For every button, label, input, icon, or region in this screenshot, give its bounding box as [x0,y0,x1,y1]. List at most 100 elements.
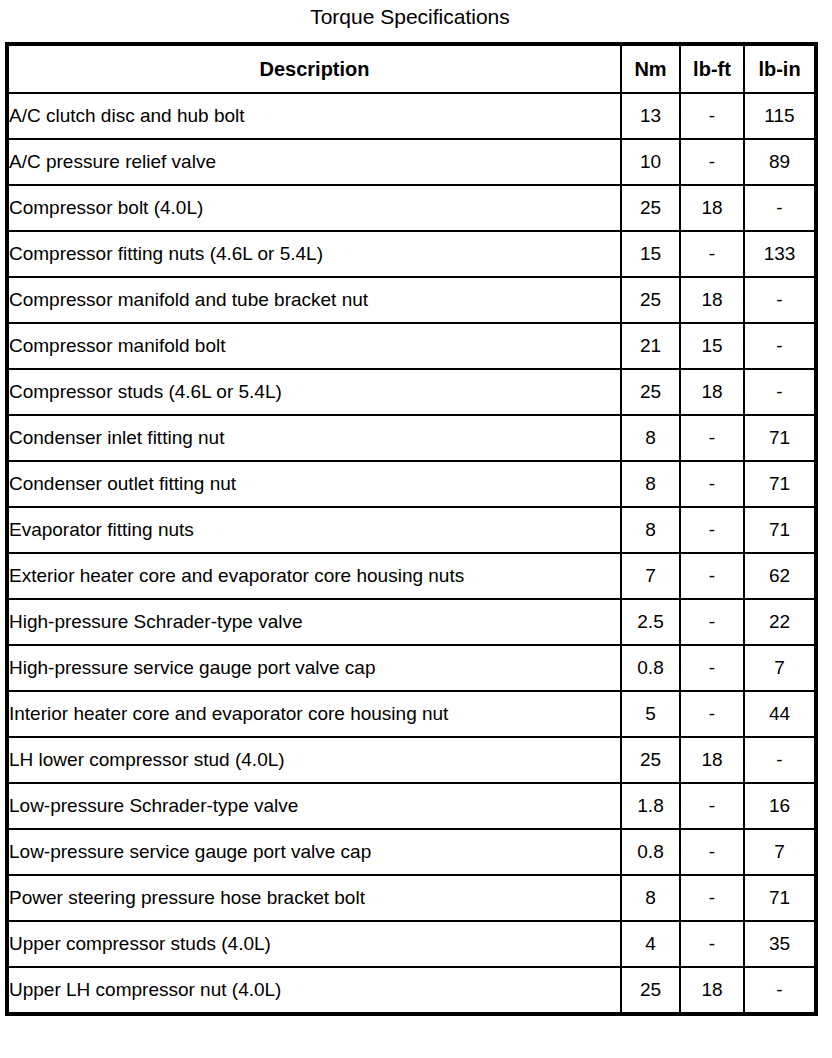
table-row: High-pressure Schrader-type valve2.5-22 [7,599,816,645]
table-row: A/C clutch disc and hub bolt13-115 [7,93,816,139]
cell-lb-ft: - [680,599,744,645]
cell-lb-in: - [744,967,816,1014]
cell-lb-in: 71 [744,875,816,921]
cell-description: Compressor manifold bolt [7,323,621,369]
cell-lb-ft: - [680,93,744,139]
table-row: Upper compressor studs (4.0L)4-35 [7,921,816,967]
cell-description: Power steering pressure hose bracket bol… [7,875,621,921]
cell-lb-ft: - [680,829,744,875]
cell-lb-in: 44 [744,691,816,737]
cell-lb-in: - [744,737,816,783]
cell-description: Low-pressure Schrader-type valve [7,783,621,829]
table-row: Evaporator fitting nuts8-71 [7,507,816,553]
table-row: Compressor manifold and tube bracket nut… [7,277,816,323]
table-row: Compressor studs (4.6L or 5.4L)2518- [7,369,816,415]
cell-description: Interior heater core and evaporator core… [7,691,621,737]
cell-lb-in: 89 [744,139,816,185]
cell-description: Compressor manifold and tube bracket nut [7,277,621,323]
header-row: Description Nm lb-ft lb-in [7,44,816,93]
cell-description: Exterior heater core and evaporator core… [7,553,621,599]
cell-nm: 8 [621,875,680,921]
cell-lb-in: 7 [744,645,816,691]
cell-nm: 25 [621,277,680,323]
table-row: A/C pressure relief valve10-89 [7,139,816,185]
col-header-lb-in: lb-in [744,44,816,93]
cell-lb-in: 71 [744,415,816,461]
cell-description: High-pressure Schrader-type valve [7,599,621,645]
cell-lb-in: 22 [744,599,816,645]
cell-description: Condenser inlet fitting nut [7,415,621,461]
table-row: Exterior heater core and evaporator core… [7,553,816,599]
cell-nm: 7 [621,553,680,599]
cell-lb-in: 62 [744,553,816,599]
cell-nm: 2.5 [621,599,680,645]
table-row: Interior heater core and evaporator core… [7,691,816,737]
cell-lb-ft: - [680,231,744,277]
cell-nm: 5 [621,691,680,737]
cell-description: Low-pressure service gauge port valve ca… [7,829,621,875]
cell-nm: 25 [621,369,680,415]
cell-lb-in: 71 [744,507,816,553]
cell-description: A/C clutch disc and hub bolt [7,93,621,139]
cell-nm: 0.8 [621,645,680,691]
cell-lb-in: 115 [744,93,816,139]
table-row: Condenser inlet fitting nut8-71 [7,415,816,461]
cell-nm: 8 [621,507,680,553]
table-row: Upper LH compressor nut (4.0L)2518- [7,967,816,1014]
torque-specs-table: Description Nm lb-ft lb-in A/C clutch di… [5,42,818,1016]
cell-description: Compressor fitting nuts (4.6L or 5.4L) [7,231,621,277]
cell-description: Evaporator fitting nuts [7,507,621,553]
cell-lb-ft: - [680,645,744,691]
cell-lb-ft: - [680,921,744,967]
cell-lb-in: - [744,277,816,323]
cell-lb-ft: - [680,875,744,921]
cell-lb-ft: - [680,461,744,507]
cell-nm: 10 [621,139,680,185]
table-row: LH lower compressor stud (4.0L)2518- [7,737,816,783]
cell-description: Upper LH compressor nut (4.0L) [7,967,621,1014]
cell-lb-ft: - [680,783,744,829]
cell-nm: 4 [621,921,680,967]
cell-description: Compressor studs (4.6L or 5.4L) [7,369,621,415]
table-row: Compressor manifold bolt2115- [7,323,816,369]
cell-lb-ft: - [680,553,744,599]
cell-lb-ft: 18 [680,185,744,231]
cell-nm: 21 [621,323,680,369]
cell-lb-ft: 18 [680,967,744,1014]
col-header-nm: Nm [621,44,680,93]
cell-description: Upper compressor studs (4.0L) [7,921,621,967]
cell-nm: 15 [621,231,680,277]
table-row: Condenser outlet fitting nut8-71 [7,461,816,507]
cell-lb-ft: 18 [680,737,744,783]
col-header-description: Description [7,44,621,93]
cell-lb-in: 7 [744,829,816,875]
cell-description: Compressor bolt (4.0L) [7,185,621,231]
table-row: Compressor fitting nuts (4.6L or 5.4L)15… [7,231,816,277]
cell-lb-in: - [744,323,816,369]
table-row: Low-pressure service gauge port valve ca… [7,829,816,875]
cell-description: A/C pressure relief valve [7,139,621,185]
cell-lb-ft: 18 [680,277,744,323]
cell-lb-ft: - [680,691,744,737]
cell-nm: 25 [621,737,680,783]
cell-lb-in: 133 [744,231,816,277]
cell-lb-ft: - [680,415,744,461]
cell-description: Condenser outlet fitting nut [7,461,621,507]
cell-nm: 1.8 [621,783,680,829]
cell-nm: 8 [621,415,680,461]
table-row: Power steering pressure hose bracket bol… [7,875,816,921]
table-row: Low-pressure Schrader-type valve1.8-16 [7,783,816,829]
cell-lb-ft: - [680,507,744,553]
cell-nm: 25 [621,185,680,231]
cell-description: LH lower compressor stud (4.0L) [7,737,621,783]
table-row: High-pressure service gauge port valve c… [7,645,816,691]
cell-lb-ft: 18 [680,369,744,415]
cell-nm: 8 [621,461,680,507]
cell-lb-ft: - [680,139,744,185]
cell-lb-in: - [744,369,816,415]
cell-nm: 0.8 [621,829,680,875]
cell-nm: 13 [621,93,680,139]
table-body: A/C clutch disc and hub bolt13-115A/C pr… [7,93,816,1014]
cell-lb-ft: 15 [680,323,744,369]
document-page: Torque Specifications Description Nm lb-… [0,0,832,1058]
